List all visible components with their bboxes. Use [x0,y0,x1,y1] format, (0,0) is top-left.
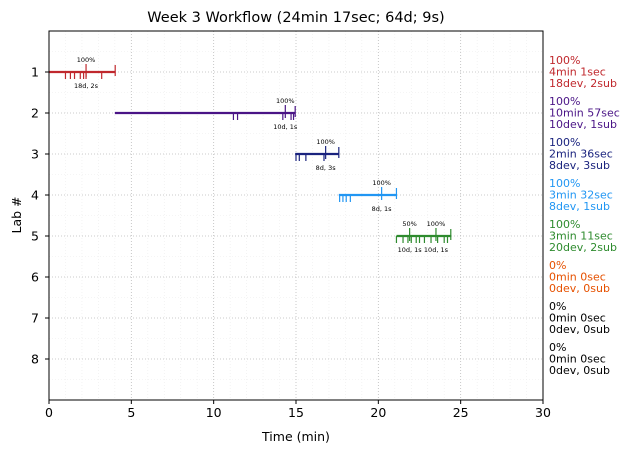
lab-1-milestone-tag: 18d, 2s [74,82,99,90]
lab-7-summary-line: 0% [549,300,566,313]
lab-1-summary-line: 18dev, 2sub [549,77,617,90]
lab-1-milestone-percent: 100% [77,56,96,64]
lab-3-summary-line: 2min 36sec [549,148,613,161]
y-tick-label: 1 [31,65,39,80]
x-tick-label: 5 [127,405,135,420]
lab-7-summary-line: 0dev, 0sub [549,323,610,336]
lab-8-summary-line: 0min 0sec [549,353,606,366]
lab-6-summary-line: 0% [549,259,566,272]
lab-2-milestone-tag: 10d, 1s [273,123,298,131]
lab-2-milestone-percent: 100% [276,97,295,105]
x-tick-label: 15 [288,405,304,420]
lab-5-milestone-percent: 50% [402,220,416,228]
lab-4-summary-line: 3min 32sec [549,189,613,202]
lab-8-summary-line: 0% [549,341,566,354]
lab-5-summary-line: 100% [549,218,580,231]
x-tick-label: 25 [453,405,469,420]
lab-4-milestone-percent: 100% [372,179,391,187]
lab-2-summary-line: 10min 57sec [549,107,620,120]
y-tick-label: 6 [31,270,39,285]
data-layer: 100% 18d, 2s 100% 10d, 1s 100% 8d, 3s 100% 8d, … [49,56,452,254]
y-tick-label: 3 [31,147,39,162]
y-tick-label: 8 [31,352,39,367]
lab-8-summary-line: 0dev, 0sub [549,364,610,377]
x-axis-label: Time (min) [261,429,330,444]
lab-5-summary-line: 3min 11sec [549,230,613,243]
x-tick-label: 30 [535,405,551,420]
y-axis-label: Lab # [9,196,24,233]
lab-4-milestone-tag: 8d, 1s [372,205,393,213]
lab-1-summary-line: 100% [549,54,580,67]
lab-3-milestone-tag: 8d, 3s [316,164,337,172]
y-tick-label: 5 [31,229,39,244]
lab-2-summary-line: 10dev, 1sub [549,118,617,131]
lab-3-summary-line: 100% [549,136,580,149]
lab-6-summary-line: 0dev, 0sub [549,282,610,295]
lab-3-milestone-percent: 100% [316,138,335,146]
y-tick-label: 4 [31,188,39,203]
lab-5-milestone-tag: 10d, 1s [424,246,449,254]
lab-5-milestone-percent: 100% [427,220,446,228]
x-tick-label: 0 [45,405,53,420]
lab-4-summary-line: 8dev, 1sub [549,200,610,213]
chart-title: Week 3 Workflow (24min 17sec; 64d; 9s) [147,10,444,26]
y-tick-label: 2 [31,106,39,121]
lab-5-summary-line: 20dev, 2sub [549,241,617,254]
x-tick-label: 10 [206,405,222,420]
lab-5-milestone-tag: 10d, 1s [398,246,423,254]
lab-3-summary-line: 8dev, 3sub [549,159,610,172]
lab-2-summary-line: 100% [549,95,580,108]
y-tick-label: 7 [31,311,39,326]
lab-1-summary-line: 4min 1sec [549,66,606,79]
lab-4-summary-line: 100% [549,177,580,190]
grid [49,31,543,400]
lab-6-summary-line: 0min 0sec [549,271,606,284]
x-tick-label: 20 [370,405,386,420]
axes: 0 5 10 15 20 25 30 1 2 3 4 5 6 7 8 [31,65,551,421]
lab-7-summary-line: 0min 0sec [549,312,606,325]
